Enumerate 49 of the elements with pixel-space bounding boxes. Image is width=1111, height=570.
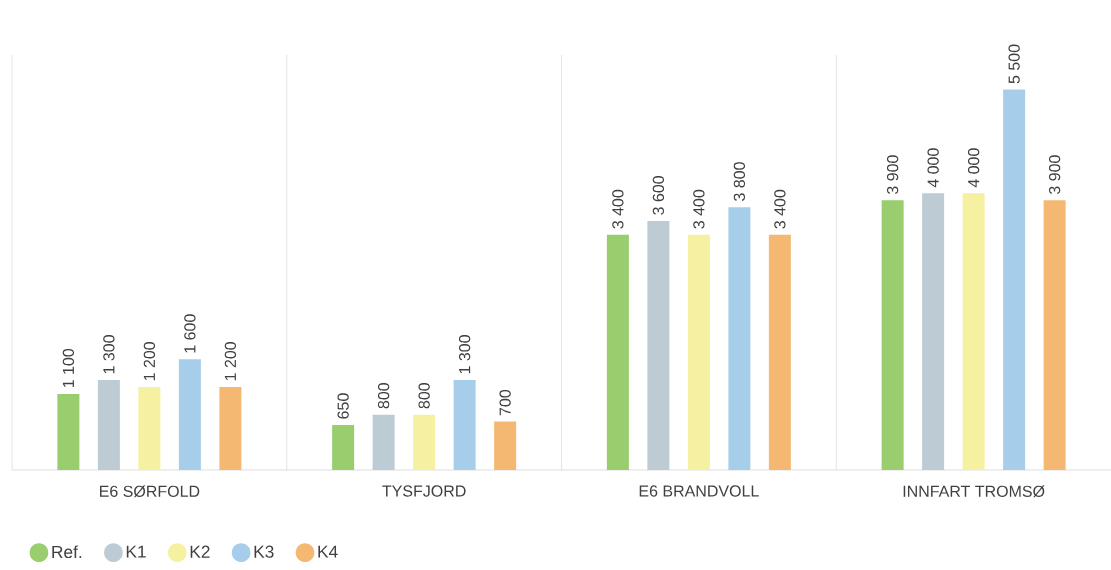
bar	[494, 421, 517, 470]
x-tick-label: INNFART TROMSØ	[903, 485, 1045, 498]
data-label: 700	[499, 389, 511, 416]
bar	[178, 359, 201, 470]
data-label: 3 600	[652, 175, 665, 215]
legend-label: K3	[254, 545, 274, 558]
x-tick-label: TYSFJORD	[382, 485, 466, 497]
x-tick-label: E6 BRANDVOLL	[639, 485, 759, 497]
bar	[1043, 200, 1066, 470]
bar	[922, 193, 945, 470]
bar	[606, 234, 629, 470]
bar	[97, 380, 120, 470]
bar	[413, 414, 436, 470]
legend-label: K4	[318, 545, 338, 558]
data-label: 4 000	[967, 148, 980, 188]
data-label: 1 600	[184, 314, 196, 353]
data-label: 650	[337, 393, 349, 419]
bar	[647, 220, 670, 470]
data-label: 1 200	[143, 341, 156, 381]
bar	[687, 234, 710, 470]
x-tick-label: E6 SØRFOLD	[100, 485, 200, 498]
legend-label: K2	[190, 545, 210, 558]
data-label: 3 400	[693, 189, 705, 229]
data-label: 3 400	[612, 189, 624, 229]
data-label: 3 900	[886, 155, 899, 195]
bar	[881, 200, 904, 470]
data-label: 1 200	[224, 341, 237, 381]
bar	[138, 386, 161, 470]
bar	[57, 393, 80, 470]
bar	[768, 234, 791, 470]
data-label: 800	[418, 382, 430, 409]
data-label: 5 500	[1008, 44, 1020, 84]
data-label: 3 900	[1048, 155, 1061, 195]
bar	[332, 425, 355, 470]
data-label: 3 400	[774, 189, 786, 229]
data-label: 800	[377, 382, 390, 409]
bar	[219, 386, 242, 470]
bar	[728, 207, 751, 470]
legend-label: Ref.	[52, 545, 82, 559]
data-label: 1 100	[62, 348, 75, 388]
data-label: 1 300	[103, 335, 115, 374]
legend-label: K1	[126, 545, 146, 558]
bar	[962, 193, 985, 470]
data-label: 3 800	[733, 162, 746, 201]
bar	[1003, 89, 1026, 470]
data-label: 1 300	[458, 335, 471, 374]
bar	[453, 380, 476, 470]
bar	[372, 414, 395, 470]
data-label: 4 000	[927, 148, 939, 188]
